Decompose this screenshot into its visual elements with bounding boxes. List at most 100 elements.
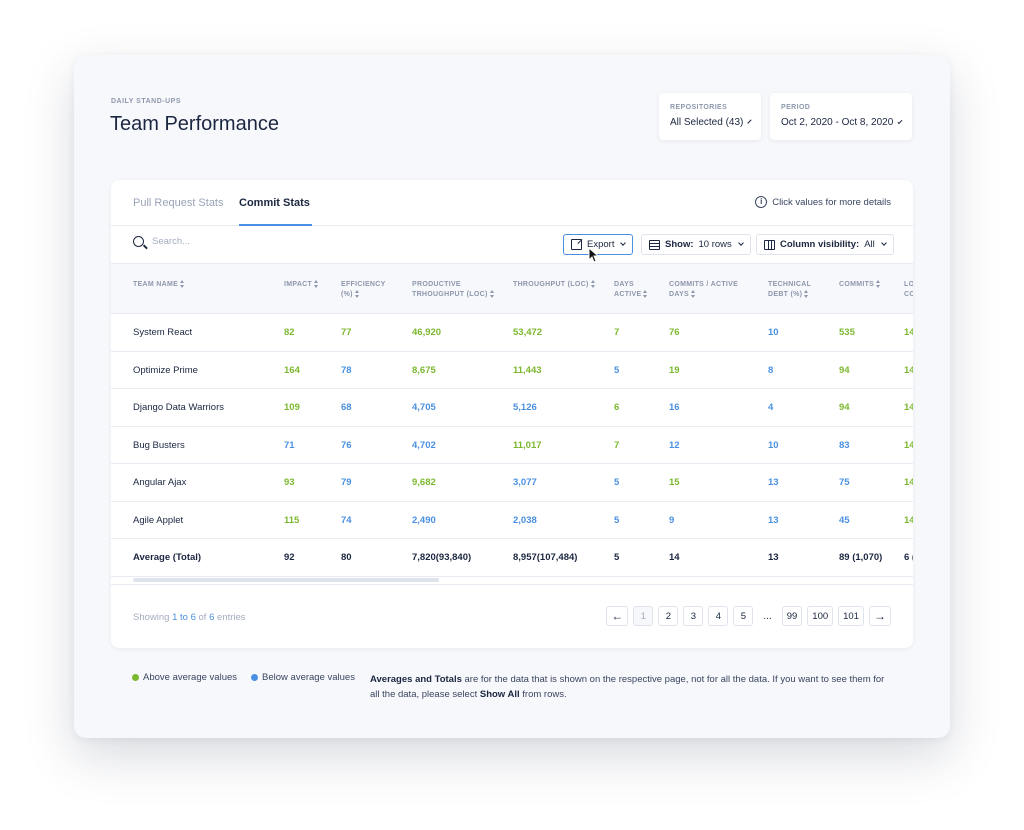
main-card: DAILY STAND-UPS Team Performance REPOSIT…	[74, 55, 950, 738]
value-cell[interactable]: 16	[669, 402, 680, 413]
period-filter[interactable]: PERIOD Oct 2, 2020 - Oct 8, 2020	[770, 93, 912, 140]
value-cell[interactable]: 109	[284, 402, 300, 413]
value-cell[interactable]: 74	[341, 514, 352, 526]
value-cell[interactable]: 45	[839, 514, 850, 526]
team-name-cell: Bug Busters	[133, 439, 185, 451]
page-eyebrow: DAILY STAND-UPS	[111, 98, 181, 105]
page-button[interactable]: 100	[807, 606, 834, 626]
value-cell[interactable]: 13	[768, 477, 779, 488]
value-cell[interactable]: 2,490	[412, 514, 436, 526]
value-cell[interactable]: 2,038	[513, 514, 537, 526]
table-row: Bug Busters 71 76 4,702 11,017 7 12 10 83 14	[111, 427, 913, 464]
col-team-name[interactable]: TEAM NAME	[133, 280, 185, 290]
value-cell[interactable]: 14	[904, 514, 913, 526]
page-button[interactable]: 2	[658, 606, 679, 626]
col-loc-truncated[interactable]: LO CO	[904, 281, 913, 298]
page-button[interactable]: 101	[838, 606, 864, 626]
col-throughput[interactable]: THROUGHPUT (LOC)	[513, 280, 596, 290]
above-average-dot	[132, 674, 139, 681]
page-button[interactable]: 1	[633, 606, 654, 626]
col-impact[interactable]: IMPACT	[284, 280, 319, 290]
value-cell[interactable]: 77	[341, 327, 352, 338]
value-cell[interactable]: 9	[669, 514, 675, 526]
page-button[interactable]: 5	[733, 606, 754, 626]
value-cell[interactable]: 4	[768, 402, 774, 413]
value-cell[interactable]: 115	[284, 514, 300, 526]
value-cell[interactable]: 7	[614, 327, 620, 338]
value-cell[interactable]: 6	[614, 402, 620, 413]
value-cell[interactable]: 5	[614, 514, 620, 526]
show-rows-dropdown[interactable]: Show: 10 rows	[641, 234, 751, 255]
value-cell[interactable]: 10	[768, 327, 779, 338]
value-cell[interactable]: 93	[284, 477, 295, 488]
page-button[interactable]: 99	[781, 606, 803, 626]
value-cell[interactable]: 76	[341, 439, 352, 451]
horizontal-scrollbar[interactable]	[133, 578, 439, 582]
value-cell[interactable]: 94	[839, 364, 850, 376]
value-cell[interactable]: 3,077	[513, 477, 537, 488]
column-visibility-dropdown[interactable]: Column visibility: All	[756, 234, 894, 255]
value-cell[interactable]: 14	[904, 364, 913, 376]
value-cell[interactable]: 82	[284, 327, 295, 338]
value-cell[interactable]: 11,443	[513, 364, 542, 376]
next-page-button[interactable]: →	[869, 606, 891, 626]
sort-icon	[354, 290, 360, 299]
value-cell[interactable]: 9,682	[412, 477, 436, 488]
legend-below-label: Below average values	[262, 672, 355, 683]
value-cell[interactable]: 4,705	[412, 402, 436, 413]
value-cell[interactable]: 8,675	[412, 364, 436, 376]
value-cell[interactable]: 4,702	[412, 439, 436, 451]
show-value: 10 rows	[698, 239, 732, 250]
value-cell[interactable]: 46,920	[412, 327, 442, 338]
value-cell[interactable]: 68	[341, 402, 352, 413]
export-button[interactable]: Export	[563, 234, 634, 255]
value-cell[interactable]: 14	[904, 439, 913, 451]
value-cell[interactable]: 5	[614, 477, 620, 488]
value-cell[interactable]: 8	[768, 364, 774, 376]
table-row: System React 82 77 46,920 53,472 7 76 10 535 14	[111, 314, 913, 352]
value-cell[interactable]: 10	[768, 439, 779, 451]
value-cell[interactable]: 71	[284, 439, 295, 451]
page-button[interactable]: 3	[683, 606, 704, 626]
search-input[interactable]	[152, 236, 312, 247]
repositories-filter[interactable]: REPOSITORIES All Selected (43)	[659, 93, 761, 140]
value-cell[interactable]: 19	[669, 364, 680, 376]
col-productive-throughput[interactable]: PRODUCTIVE TRHOUGHPUT (LOC)	[412, 280, 495, 300]
value-cell[interactable]: 15	[669, 477, 680, 488]
value-cell[interactable]: 83	[839, 439, 850, 451]
tab-pull-request-stats[interactable]: Pull Request Stats	[133, 197, 224, 209]
value-cell: 7,820(93,840)	[412, 552, 472, 563]
col-technical-debt[interactable]: TECHNICAL DEBT (%)	[768, 281, 812, 299]
prev-page-button[interactable]: ←	[606, 606, 629, 626]
page-button[interactable]: 4	[708, 606, 729, 626]
value-cell[interactable]: 94	[839, 402, 850, 413]
col-commits-per-active-day[interactable]: COMMITS / ACTIVE DAYS	[669, 281, 739, 299]
value-cell[interactable]: 11,017	[513, 439, 542, 451]
value-cell[interactable]: 5,126	[513, 402, 537, 413]
value-cell[interactable]: 12	[669, 439, 680, 451]
value-cell[interactable]: 53,472	[513, 327, 543, 338]
col-efficiency[interactable]: EFFICIENCY (%)	[341, 281, 386, 299]
mouse-cursor-icon	[588, 247, 598, 263]
col-commits[interactable]: COMMITS	[839, 280, 881, 290]
below-average-dot	[251, 674, 259, 681]
active-tab-indicator	[239, 224, 312, 226]
tab-bar: Pull Request Stats Commit Stats i Click …	[111, 180, 913, 226]
value-cell[interactable]: 79	[341, 477, 352, 488]
value-cell[interactable]: 5	[614, 364, 620, 376]
value-cell: 8,957(107,484)	[513, 552, 578, 563]
value-cell[interactable]: 535	[839, 327, 855, 338]
value-cell[interactable]: 14	[904, 477, 913, 488]
value-cell[interactable]: 14	[904, 402, 913, 413]
chevron-down-icon	[897, 118, 903, 124]
tab-commit-stats[interactable]: Commit Stats	[239, 197, 310, 209]
value-cell[interactable]: 13	[768, 514, 779, 526]
value-cell[interactable]: 164	[284, 364, 300, 376]
col-days-active[interactable]: DAYS ACTIVE	[614, 280, 648, 300]
value-cell[interactable]: 75	[839, 477, 850, 488]
export-label: Export	[587, 239, 615, 250]
value-cell[interactable]: 76	[669, 327, 680, 338]
value-cell[interactable]: 14	[904, 327, 913, 338]
value-cell[interactable]: 7	[614, 439, 620, 451]
value-cell[interactable]: 78	[341, 364, 352, 376]
